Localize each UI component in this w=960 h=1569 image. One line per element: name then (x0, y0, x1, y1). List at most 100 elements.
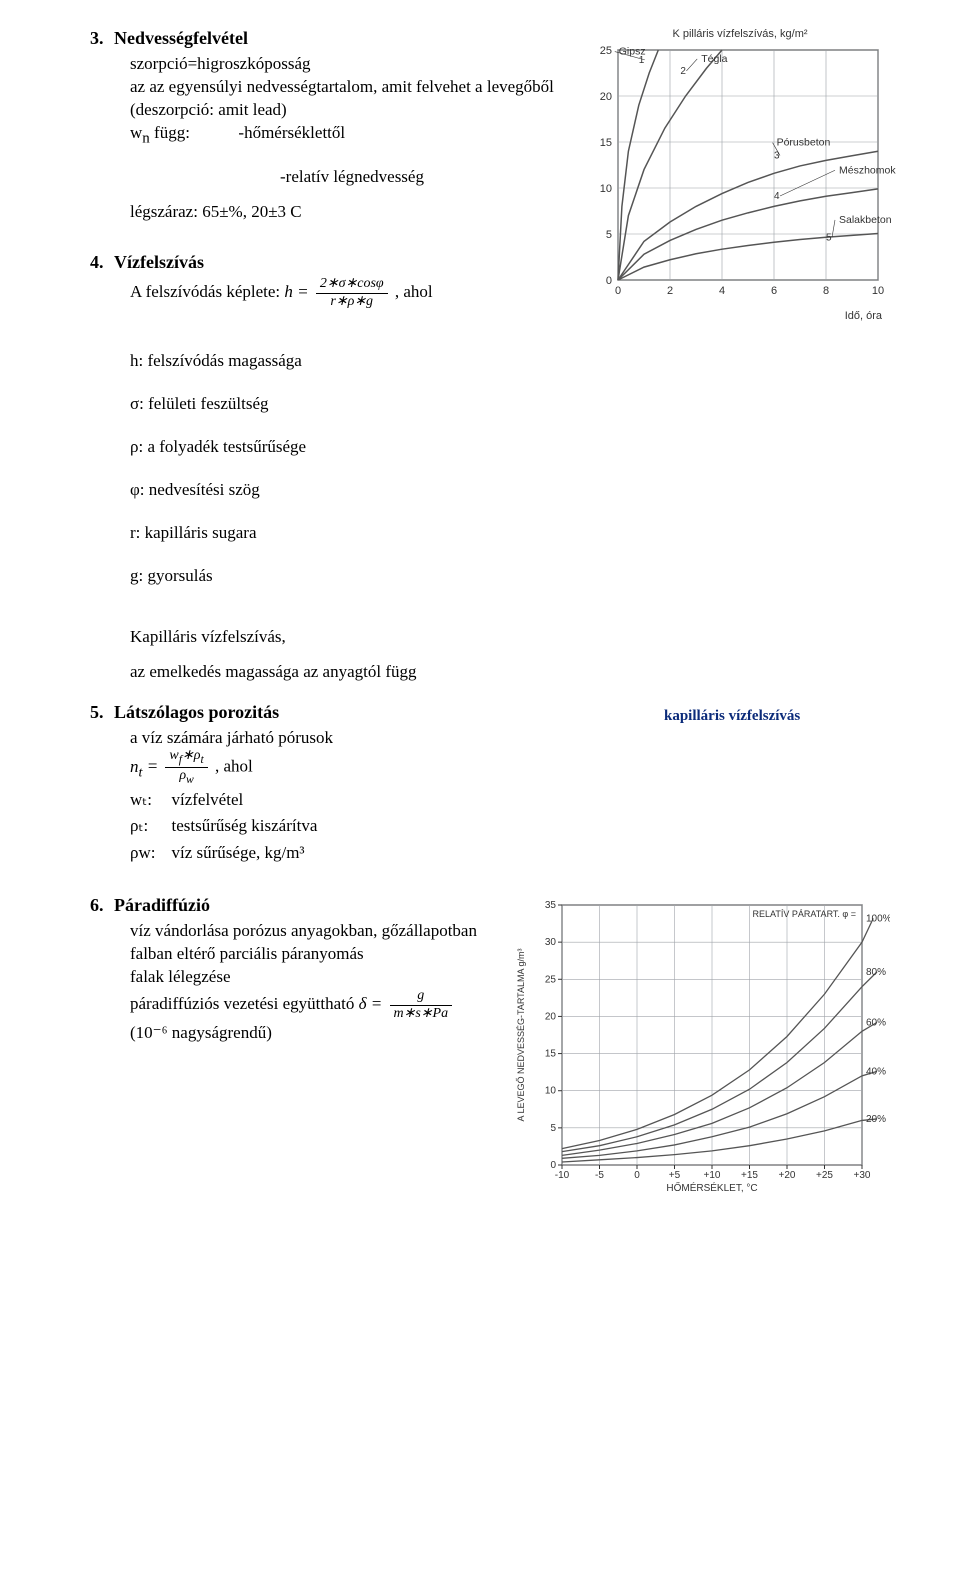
s5-frac: wf∗ρt ρw (165, 749, 207, 786)
section-5-title-text: Látszólagos porozitás (114, 702, 279, 722)
s5-p2v: testsűrűség kiszárítva (171, 813, 317, 840)
section-3-row: 3.Nedvességfelvétel szorpció=higroszkópo… (90, 28, 900, 322)
s5-n-sub: t (139, 764, 143, 780)
section-5-num: 5. (90, 702, 114, 723)
svg-text:60%: 60% (866, 1018, 886, 1029)
section-5-text: 5.Látszólagos porozitás a víz számára já… (90, 702, 620, 868)
s6-l4: páradiffúziós vezetési együttható δ = g … (130, 989, 490, 1021)
chart2-svg: -10-50+5+10+15+20+25+3005101520253035A L… (510, 895, 890, 1195)
svg-text:-5: -5 (595, 1170, 604, 1181)
section-6-title-text: Páradiffúzió (114, 895, 210, 915)
s6-l5: (10⁻⁶ nagyságrendű) (130, 1022, 490, 1045)
section-5-title: 5.Látszólagos porozitás (90, 702, 620, 723)
svg-text:A LEVEGŐ NEDVESSÉG-TARTALMA g/: A LEVEGŐ NEDVESSÉG-TARTALMA g/m³ (516, 949, 526, 1122)
def-h: h: felszívódás magassága (130, 350, 900, 373)
svg-text:20%: 20% (866, 1114, 886, 1125)
svg-text:8: 8 (823, 285, 829, 297)
svg-text:30: 30 (545, 937, 557, 948)
section-3-num: 3. (90, 28, 114, 49)
section-6-text: 6.Páradiffúzió víz vándorlása porózus an… (90, 895, 490, 1044)
s5-nt: nt (130, 757, 142, 776)
s5-p1v: vízfelvétel (171, 787, 317, 814)
svg-text:+10: +10 (704, 1170, 721, 1181)
svg-text:100%: 100% (866, 914, 890, 925)
s4-frac-num: 2∗σ∗cosφ (316, 277, 388, 294)
s6-l3: falak lélegzése (130, 966, 490, 989)
s6-frac: g m∗s∗Pa (390, 989, 453, 1021)
s3-line5: légszáraz: 65±%, 20±3 C (130, 201, 560, 224)
svg-text:10: 10 (600, 183, 612, 195)
section-4-defs: h: felszívódás magassága σ: felületi fes… (130, 350, 900, 588)
section-6-row: 6.Páradiffúzió víz vándorlása porózus an… (90, 895, 900, 1195)
svg-text:Tégla: Tégla (701, 53, 727, 65)
s3-w: w (130, 123, 142, 142)
svg-text:+5: +5 (669, 1170, 681, 1181)
s4-frac-den: r∗ρ∗g (316, 294, 388, 310)
s3-fugg: függ: (150, 123, 190, 142)
svg-text:25: 25 (600, 45, 612, 57)
s4-kap1: Kapilláris vízfelszívás, (130, 626, 900, 649)
svg-text:35: 35 (545, 900, 557, 911)
svg-text:15: 15 (545, 1049, 557, 1060)
s6-l2: falban eltérő parciális páranyomás (130, 943, 490, 966)
s5-params: wₜ:vízfelvétel ρₜ:testsűrűség kiszárítva… (130, 787, 317, 868)
def-g: g: gyorsulás (130, 565, 900, 588)
svg-text:-10: -10 (555, 1170, 570, 1181)
s3-wn: wn függ: (130, 123, 190, 142)
svg-text:5: 5 (550, 1123, 556, 1134)
s4-kap: Kapilláris vízfelszívás, az emelkedés ma… (130, 626, 900, 684)
section-5-body: a víz számára járható pórusok nt = wf∗ρt… (130, 727, 620, 868)
s3-line2: az az egyensúlyi nedvességtartalom, amit… (130, 76, 560, 122)
section-4-title: 4.Vízfelszívás (90, 252, 560, 273)
svg-text:4: 4 (774, 191, 780, 202)
section-3-text: 3.Nedvességfelvétel szorpció=higroszkópo… (90, 28, 560, 310)
s3-dep2: -relatív légnedvesség (130, 166, 560, 189)
s3-line1: szorpció=higroszkóposság (130, 53, 560, 76)
svg-text:+25: +25 (816, 1170, 833, 1181)
svg-text:+30: +30 (854, 1170, 871, 1181)
svg-text:4: 4 (719, 285, 725, 297)
s5-p3v: víz sűrűsége, kg/m³ (171, 840, 317, 867)
svg-text:0: 0 (615, 285, 621, 297)
section-4-num: 4. (90, 252, 114, 273)
chart-capillary-absorption: K pilláris vízfelszívás, kg/m² 024681051… (580, 28, 900, 322)
chart1-title: K pilláris vízfelszívás, kg/m² (580, 28, 900, 40)
s5-p2k: ρₜ: (130, 813, 171, 840)
s6-delta-eq: δ = (359, 994, 383, 1013)
section-6-body: víz vándorlása porózus anyagokban, gőzál… (130, 920, 490, 1044)
section-5-row: 5.Látszólagos porozitás a víz számára já… (90, 702, 900, 868)
chart1-xlabel: Idő, óra (580, 310, 900, 322)
s3-dep1: -hőmérséklettől (238, 123, 345, 142)
svg-text:40%: 40% (866, 1067, 886, 1078)
s5-n: n (130, 757, 139, 776)
svg-text:20: 20 (545, 1012, 557, 1023)
svg-text:3: 3 (774, 151, 780, 162)
s4-ahol: , ahol (395, 282, 433, 301)
section-3-title: 3.Nedvességfelvétel (90, 28, 560, 49)
s5-frac-den: ρw (165, 768, 207, 786)
chart-humidity: -10-50+5+10+15+20+25+3005101520253035A L… (510, 895, 890, 1195)
svg-text:Salakbeton: Salakbeton (839, 214, 892, 226)
svg-text:10: 10 (872, 285, 884, 297)
def-phi: φ: nedvesítési szög (130, 479, 900, 502)
svg-text:15: 15 (600, 137, 612, 149)
svg-text:Mészhomok: Mészhomok (839, 164, 896, 176)
s5-line1: a víz számára járható pórusok (130, 727, 620, 750)
document-page: 3.Nedvességfelvétel szorpció=higroszkópo… (0, 0, 960, 1569)
s3-w-sub: n (142, 130, 150, 146)
svg-text:25: 25 (545, 975, 557, 986)
s6-frac-num: g (390, 989, 453, 1006)
svg-text:5: 5 (826, 232, 832, 243)
s4-kap2: az emelkedés magassága az anyagtól függ (130, 661, 900, 684)
s6-frac-den: m∗s∗Pa (390, 1006, 453, 1022)
section-3-title-text: Nedvességfelvétel (114, 28, 248, 48)
section-6-num: 6. (90, 895, 114, 916)
svg-text:+15: +15 (741, 1170, 758, 1181)
s3-line3: wn függ: -hőmérséklettől (130, 122, 560, 149)
section-3-body: szorpció=higroszkóposság az az egyensúly… (130, 53, 560, 224)
section-4-title-text: Vízfelszívás (114, 252, 204, 272)
svg-text:10: 10 (545, 1086, 557, 1097)
svg-text:0: 0 (634, 1170, 640, 1181)
svg-text:20: 20 (600, 91, 612, 103)
svg-text:HŐMÉRSÉKLET, °C: HŐMÉRSÉKLET, °C (666, 1180, 757, 1194)
